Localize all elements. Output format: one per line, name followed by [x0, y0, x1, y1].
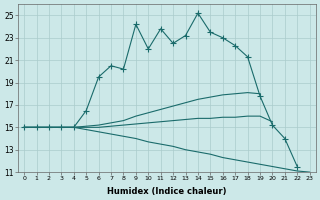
X-axis label: Humidex (Indice chaleur): Humidex (Indice chaleur): [107, 187, 227, 196]
